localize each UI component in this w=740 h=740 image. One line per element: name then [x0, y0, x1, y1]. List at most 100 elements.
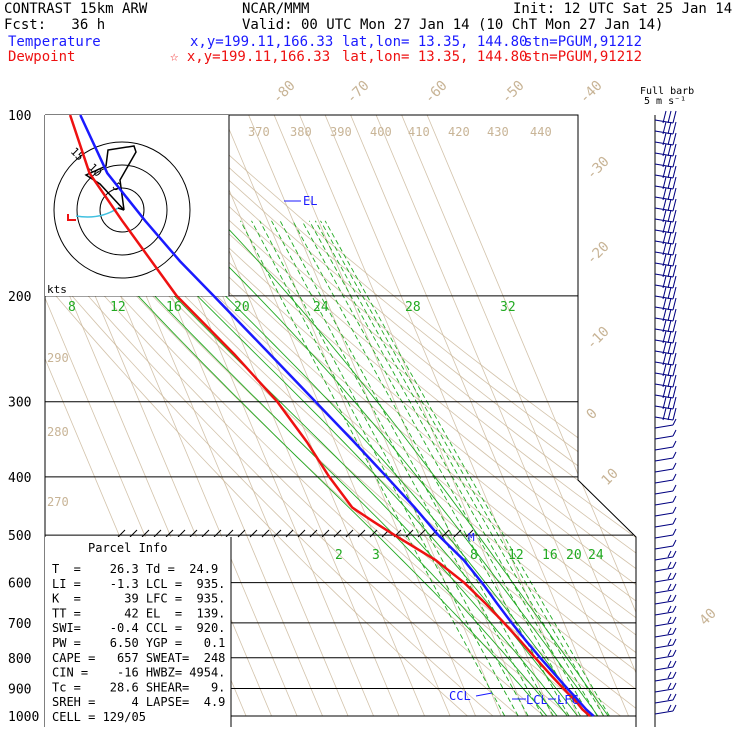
dewpoint-line — [68, 114, 591, 717]
parcel-row: SREH = 4 LAPSE= 4.9 — [52, 695, 225, 709]
hodo-ring-5 — [99, 187, 145, 233]
wind-barb-feather — [662, 308, 667, 322]
wind-barb — [654, 328, 674, 333]
wind-barb-feather — [672, 143, 677, 157]
wind-barb-feather — [672, 132, 677, 146]
mixing-ratio-line — [251, 220, 519, 717]
isotherm-label: 10 — [599, 466, 622, 489]
wind-barb-feather — [662, 242, 667, 256]
hodo-trace-low — [67, 214, 76, 221]
mixing-label: 2 — [335, 548, 343, 563]
wind-barb-feather — [662, 253, 667, 267]
wind-barb-feather — [662, 121, 667, 135]
moist-adiabat-line — [123, 220, 578, 717]
wind-barb-feather — [672, 418, 677, 426]
wind-barb-feather — [672, 473, 677, 481]
mixing-ratio-line — [259, 220, 529, 717]
wind-barb-feather — [667, 143, 672, 157]
pressure-label-1000: 1000 — [8, 710, 39, 725]
pressure-label-200: 200 — [8, 290, 31, 305]
wind-barb-feather — [672, 506, 677, 514]
mixing-label: 24 — [313, 300, 329, 315]
wind-barb-feather — [672, 154, 677, 168]
wind-barb-feather — [667, 253, 672, 267]
wind-barb-feather — [662, 176, 667, 190]
pressure-label-400: 400 — [8, 471, 31, 486]
wind-barb-feather — [667, 286, 672, 300]
theta-label: 280 — [47, 425, 69, 439]
wind-barb-feather — [672, 319, 677, 333]
pressure-label-600: 600 — [8, 577, 31, 592]
theta-label: 400 — [370, 125, 392, 139]
wind-barb-feather — [672, 583, 677, 591]
wind-barb — [654, 424, 674, 429]
wind-barb-feather — [667, 704, 672, 712]
parcel-info-box: Parcel Info T = 26.3 Td = 24.9LI = -1.3 … — [45, 537, 232, 727]
dewpoint-latlon: lat,lon= 13.35, 144.80 — [342, 49, 528, 65]
dry-adiabat-line — [144, 115, 636, 717]
wind-barb-feather — [672, 539, 677, 547]
wind-barb-feather — [672, 264, 677, 278]
mixing-label: 20 — [234, 300, 250, 315]
m-marker: M — [468, 531, 475, 544]
dry-adiabat-line — [45, 115, 636, 717]
wind-barb-feather — [667, 231, 672, 245]
wind-barb — [654, 240, 674, 245]
hodo-units: kts — [47, 283, 67, 296]
dry-adiabat-line — [45, 115, 494, 717]
wind-barb-feather — [672, 209, 677, 223]
wind-barb-feather — [667, 374, 672, 388]
barb-units: 5 m s⁻¹ — [644, 96, 686, 107]
dry-adiabat-line — [171, 115, 636, 717]
wind-barb-feather — [667, 594, 672, 602]
wind-barb-feather — [672, 220, 677, 234]
wind-barb-feather — [667, 638, 672, 646]
isotherm-line — [248, 115, 502, 717]
model-title: CONTRAST 15km ARW — [4, 1, 148, 17]
temperature-legend: Temperature — [8, 34, 101, 50]
parcel-row: CELL = 129/05 — [52, 710, 146, 724]
wind-barb-feather — [667, 671, 672, 679]
wind-barb-feather — [662, 165, 667, 179]
dry-adiabat-line — [45, 115, 636, 717]
wind-barb-feather — [672, 484, 677, 492]
wind-barb — [654, 152, 674, 157]
wind-barb — [654, 174, 674, 179]
moist-adiabat-line — [183, 220, 599, 717]
wind-barb-feather — [672, 517, 677, 525]
wind-barb — [654, 372, 674, 377]
wind-barb-feather — [662, 374, 667, 388]
wind-barb-feather — [672, 374, 677, 388]
wind-barb-feather — [672, 396, 677, 410]
wind-barb — [654, 479, 674, 484]
wind-barb-feather — [672, 451, 677, 459]
wind-barb-feather — [672, 165, 677, 179]
wind-barb — [654, 622, 674, 627]
wind-barb-feather — [667, 627, 672, 635]
wind-barb-feather — [672, 616, 677, 624]
barb-title: Full barb — [640, 86, 694, 97]
wind-barb — [654, 350, 674, 355]
wind-barb-feather — [672, 528, 677, 536]
wind-barb-feather — [672, 550, 677, 558]
pressure-label-500: 500 — [8, 529, 31, 544]
mixing-label: 16 — [166, 300, 182, 315]
wind-barb — [654, 644, 674, 649]
wind-barb — [654, 394, 674, 399]
wind-barb — [654, 633, 674, 638]
wind-barb-feather — [672, 561, 677, 569]
wind-barb-feather — [672, 440, 677, 448]
wind-barb-feather — [672, 627, 677, 635]
wind-barb-feather — [672, 187, 677, 201]
mixing-label: 12 — [508, 548, 524, 563]
parcel-row: TT = 42 EL = 139. — [52, 606, 225, 620]
wind-barb-feather — [667, 242, 672, 256]
init-time: Init: 12 UTC Sat 25 Jan 14 — [513, 1, 733, 17]
isotherm-label: -80 — [270, 78, 299, 107]
dry-adiabat-line — [105, 115, 636, 717]
dry-adiabat-line — [92, 115, 636, 717]
dewpoint-xy: ☆ x,y=199.11,166.33 — [170, 49, 331, 65]
wind-barb-feather — [662, 231, 667, 245]
wind-barb-feather — [672, 352, 677, 366]
